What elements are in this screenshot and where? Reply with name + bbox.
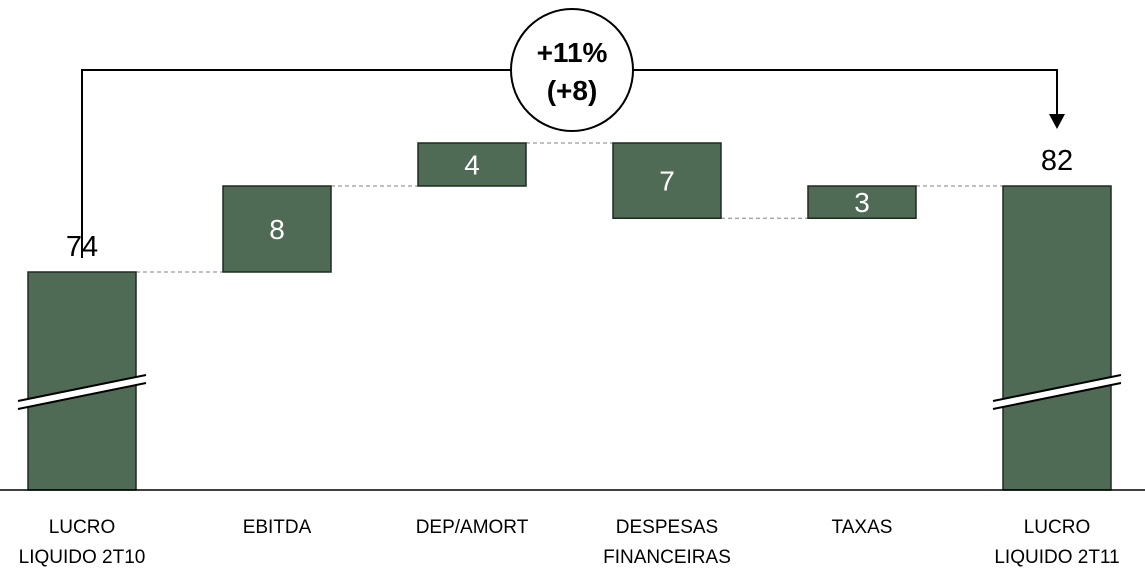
change-callout: +11% (+8)	[81, 8, 1065, 258]
category-label-4-line-1: DESPESAS	[616, 517, 718, 538]
category-label-4-line-2: FINANCEIRAS	[603, 547, 731, 568]
category-label-6-line-2: LIQUIDO 2T11	[994, 547, 1119, 568]
bar-4	[612, 142, 722, 219]
bar-5	[807, 185, 917, 219]
break-gap-6	[993, 375, 1121, 409]
break-line-bottom-6	[992, 382, 1122, 410]
break-line-top-6	[992, 374, 1122, 402]
callout-absolute: (+8)	[547, 75, 598, 106]
value-label-3: 4	[464, 150, 480, 181]
category-labels: LUCRO LIQUIDO 2T10 EBITDA DEP/AMORT DESPESAS…	[19, 517, 1120, 568]
value-label-2: 8	[269, 214, 285, 245]
category-label-2-line-1: EBITDA	[243, 517, 312, 538]
callout-circle	[510, 8, 634, 132]
category-label-1-line-2: LIQUIDO 2T10	[19, 547, 146, 568]
break-gap-1	[18, 375, 146, 409]
bars-group	[27, 142, 1112, 491]
category-label-5-line-1: TAXAS	[832, 517, 893, 538]
bar-2	[222, 185, 332, 273]
break-line-bottom-1	[17, 382, 147, 410]
connector-lines	[136, 142, 1003, 273]
category-label-6-line-1: LUCRO	[1024, 517, 1091, 538]
break-line-top-1	[17, 374, 147, 402]
axis-break-marks	[17, 374, 1122, 410]
value-label-5: 3	[854, 187, 870, 218]
category-label-1-line-1: LUCRO	[49, 517, 116, 538]
category-label-3-line-1: DEP/AMORT	[416, 517, 529, 538]
bar-3	[417, 142, 527, 187]
bar-6	[1002, 185, 1112, 491]
callout-arrowhead	[1049, 114, 1065, 129]
callout-percent: +11%	[537, 37, 608, 68]
value-label-6: 82	[1041, 145, 1073, 177]
value-label-4: 7	[659, 166, 675, 197]
